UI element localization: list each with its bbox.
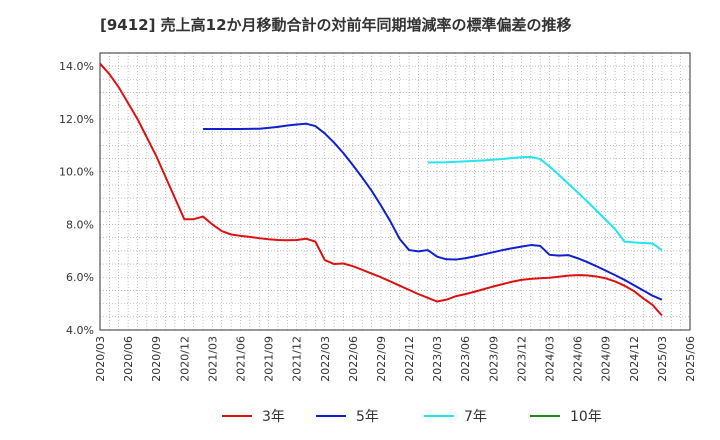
legend-label: 7年 (464, 409, 487, 425)
x-tick-label: 2023/09 (487, 336, 500, 382)
plot-area (100, 53, 690, 330)
x-tick-label: 2022/03 (319, 336, 332, 382)
x-tick-label: 2022/06 (347, 336, 360, 382)
x-tick-label: 2025/03 (656, 336, 669, 382)
y-tick-label: 4.0% (66, 324, 94, 337)
legend-label: 10年 (570, 409, 602, 425)
chart-title: [9412] 売上高12か月移動合計の対前年同期増減率の標準偏差の推移 (100, 16, 572, 34)
x-tick-label: 2022/12 (403, 336, 416, 382)
x-tick-label: 2020/12 (178, 336, 191, 382)
x-tick-label: 2024/09 (600, 336, 613, 382)
series-line-1 (99, 62, 663, 317)
x-tick-label: 2023/12 (515, 336, 528, 382)
x-tick-label: 2024/12 (628, 336, 641, 382)
series-line-2 (203, 122, 663, 301)
series-line-3 (427, 155, 663, 252)
x-tick-label: 2025/06 (684, 336, 697, 382)
x-tick-label: 2023/06 (459, 336, 472, 382)
x-tick-label: 2024/06 (572, 336, 585, 382)
y-tick-label: 6.0% (66, 271, 94, 284)
x-tick-label: 2021/12 (291, 336, 304, 382)
y-tick-label: 8.0% (66, 218, 94, 231)
x-tick-label: 2020/06 (122, 336, 135, 382)
x-tick-label: 2023/03 (431, 336, 444, 382)
legend-label: 5年 (356, 409, 379, 425)
legend-label: 3年 (262, 409, 285, 425)
x-tick-label: 2020/09 (150, 336, 163, 382)
x-tick-label: 2024/03 (544, 336, 557, 382)
legend-item: 10年 (530, 402, 602, 430)
x-tick-label: 2022/09 (375, 336, 388, 382)
chart-legend: 3年 5年 7年 10年 (0, 402, 720, 430)
x-tick-label: 2021/03 (206, 336, 219, 382)
x-tick-label: 2021/09 (263, 336, 276, 382)
legend-swatch (424, 415, 454, 417)
legend-swatch (222, 415, 252, 417)
legend-item: 7年 (424, 402, 487, 430)
legend-swatch (530, 415, 560, 417)
legend-item: 3年 (222, 402, 285, 430)
legend-swatch (316, 415, 346, 417)
plot-frame (99, 52, 691, 331)
x-tick-label: 2021/06 (234, 336, 247, 382)
y-tick-label: 12.0% (59, 113, 94, 126)
x-tick-label: 2020/03 (94, 336, 107, 382)
y-tick-label: 10.0% (59, 166, 94, 179)
y-tick-label: 14.0% (59, 60, 94, 73)
legend-item: 5年 (316, 402, 379, 430)
